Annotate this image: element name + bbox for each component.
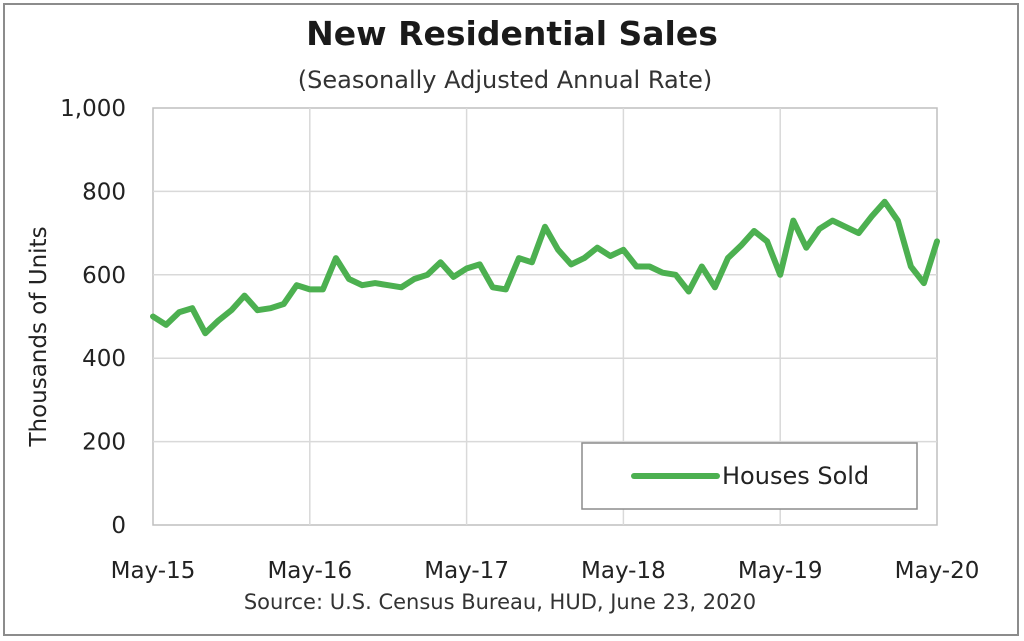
x-tick-label: May-16 [267, 558, 352, 584]
y-tick-label: 600 [82, 263, 126, 289]
chart-source: Source: U.S. Census Bureau, HUD, June 23… [243, 590, 757, 614]
x-tick-label: May-15 [111, 558, 196, 584]
legend-label: Houses Sold [722, 462, 869, 490]
y-tick-label: 800 [82, 179, 126, 205]
chart-subtitle: (Seasonally Adjusted Annual Rate) [297, 66, 713, 94]
y-tick-label: 400 [82, 346, 126, 372]
x-tick-label: May-19 [738, 558, 823, 584]
series-line-houses-sold [150, 198, 940, 337]
x-tick-label: May-17 [424, 558, 509, 584]
y-tick-label: 1,000 [60, 96, 126, 122]
y-tick-label: 200 [82, 430, 126, 456]
x-tick-label: May-20 [895, 558, 980, 584]
y-axis-label: Thousands of Units [26, 226, 52, 447]
y-tick-label: 0 [111, 513, 126, 539]
x-tick-label: May-18 [581, 558, 666, 584]
chart-title: New Residential Sales [306, 14, 718, 53]
